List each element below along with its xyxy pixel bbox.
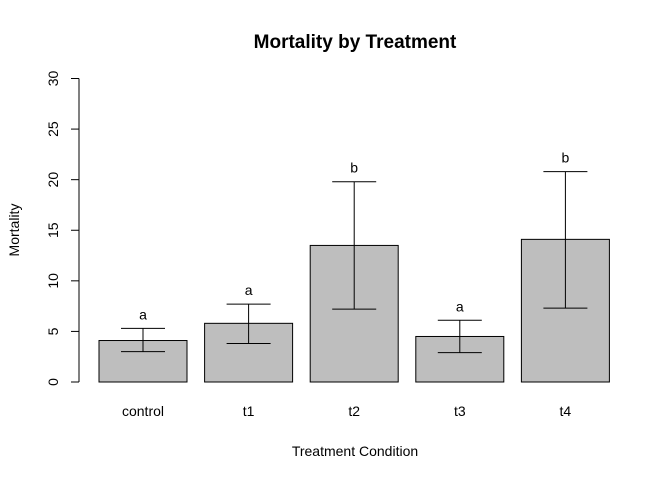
error-bars bbox=[121, 171, 588, 354]
group-letter-control: a bbox=[139, 306, 147, 322]
chart-title: Mortality by Treatment bbox=[254, 32, 457, 53]
y-tick-label: 25 bbox=[45, 121, 61, 137]
y-axis-label: Mortality bbox=[6, 204, 22, 257]
y-tick-label: 0 bbox=[45, 378, 61, 386]
x-tick-label-t4: t4 bbox=[560, 403, 572, 419]
group-letter-t2: b bbox=[350, 160, 358, 176]
y-tick-label: 5 bbox=[45, 327, 61, 335]
x-tick-label-t3: t3 bbox=[454, 403, 466, 419]
y-tick-label: 15 bbox=[45, 222, 61, 238]
y-tick-label: 30 bbox=[45, 71, 61, 87]
group-letter-t4: b bbox=[562, 150, 570, 166]
x-axis-label: Treatment Condition bbox=[292, 443, 418, 459]
x-tick-labels: control t1 t2 t3 t4 bbox=[122, 403, 571, 419]
group-letter-t1: a bbox=[245, 282, 253, 298]
y-tick-label: 10 bbox=[45, 273, 61, 289]
x-tick-label-t1: t1 bbox=[243, 403, 255, 419]
x-tick-label-t2: t2 bbox=[348, 403, 360, 419]
y-ticks: 0 5 10 15 20 25 30 bbox=[45, 71, 79, 386]
group-letters: a a b a b bbox=[139, 150, 569, 323]
bar-t3 bbox=[415, 335, 505, 383]
y-tick-label: 20 bbox=[45, 172, 61, 188]
x-tick-label-control: control bbox=[122, 403, 164, 419]
group-letter-t3: a bbox=[456, 298, 464, 314]
